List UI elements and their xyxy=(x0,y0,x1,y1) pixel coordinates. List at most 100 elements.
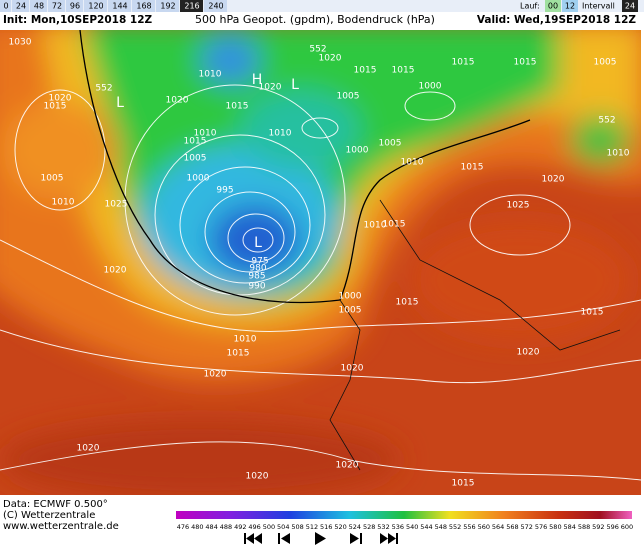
color-scale-label: 556 xyxy=(463,523,475,531)
isobar-label: 1015 xyxy=(354,66,377,76)
isobar-label: 985 xyxy=(248,272,265,282)
step-button[interactable] xyxy=(204,0,227,12)
step-button[interactable] xyxy=(48,0,65,12)
step-text[interactable]: 0 xyxy=(3,2,8,11)
step-button[interactable] xyxy=(132,0,155,12)
isobar-label: 552 xyxy=(598,116,615,126)
map-title: 500 hPa Geopot. (gpdm), Bodendruck (hPa) xyxy=(195,13,435,26)
color-scale-label: 484 xyxy=(205,523,217,531)
nav-first[interactable] xyxy=(244,533,262,544)
isobar-label: 990 xyxy=(248,282,265,292)
step-button[interactable] xyxy=(108,0,131,12)
nav-prev[interactable] xyxy=(278,533,290,544)
isobar-label: 1010 xyxy=(364,221,387,231)
isobar-label: 1020 xyxy=(319,54,342,64)
step-text[interactable]: 216 xyxy=(184,2,199,11)
isobar-label: 1015 xyxy=(581,308,604,318)
pressure-center: L xyxy=(291,77,299,93)
map: 1030 1010 552 1020 1015 1015 1015 1015 1005 1020 1… xyxy=(0,30,641,495)
isobar-label: 1000 xyxy=(346,146,369,156)
run-button[interactable] xyxy=(545,0,561,12)
color-scale-label: 564 xyxy=(492,523,504,531)
isobar-label: 1020 xyxy=(336,461,359,471)
run-text[interactable]: 12 xyxy=(565,2,575,11)
isobar-label: 552 xyxy=(95,84,112,94)
color-scale-label: 492 xyxy=(234,523,246,531)
color-scale-label: 532 xyxy=(377,523,389,531)
isobar-label: 1020 xyxy=(166,96,189,106)
isobar-label: 1015 xyxy=(396,298,419,308)
color-scale-label: 520 xyxy=(334,523,346,531)
interval-label: Intervall xyxy=(582,2,615,11)
step-text[interactable]: 168 xyxy=(136,2,151,11)
interval-button[interactable] xyxy=(622,0,638,12)
step-text[interactable]: 96 xyxy=(70,2,80,11)
step-text[interactable]: 120 xyxy=(88,2,103,11)
step-button[interactable] xyxy=(12,0,29,12)
isobar-label: 1015 xyxy=(227,349,250,359)
color-scale-label: 544 xyxy=(420,523,432,531)
color-scale-label: 568 xyxy=(506,523,518,531)
isobar-label: 1010 xyxy=(234,335,257,345)
isobar-label: 1010 xyxy=(269,129,292,139)
isobar-label: 1005 xyxy=(379,139,402,149)
run-button[interactable] xyxy=(562,0,578,12)
step-button[interactable] xyxy=(30,0,47,12)
color-scale-label: 600 xyxy=(621,523,633,531)
color-scale-label: 580 xyxy=(549,523,561,531)
step-text[interactable]: 72 xyxy=(52,2,62,11)
isobar-label: 1030 xyxy=(9,38,32,48)
color-scale-label: 552 xyxy=(449,523,461,531)
pressure-center: H xyxy=(252,72,263,88)
isobar-label: 1010 xyxy=(401,158,424,168)
color-scale-label: 512 xyxy=(306,523,318,531)
isobar-label: 975 xyxy=(251,257,268,267)
isobar-label: 1015 xyxy=(461,163,484,173)
step-text[interactable]: 48 xyxy=(34,2,44,11)
nav-buttons[interactable] xyxy=(244,532,398,545)
step-button[interactable] xyxy=(66,0,83,12)
nav-last[interactable] xyxy=(380,533,398,544)
color-scale-label: 488 xyxy=(220,523,232,531)
isobar-label: 1005 xyxy=(339,306,362,316)
isobar-label: 1020 xyxy=(259,83,282,93)
step-button[interactable] xyxy=(180,0,203,12)
isobar-label: 1005 xyxy=(337,92,360,102)
color-scale-label: 548 xyxy=(435,523,447,531)
color-scale-label: 504 xyxy=(277,523,289,531)
step-button[interactable] xyxy=(156,0,179,12)
isobar-label: 1015 xyxy=(383,220,406,230)
nav-play[interactable] xyxy=(315,532,326,545)
isobar-label: 1015 xyxy=(514,58,537,68)
color-scale-label: 496 xyxy=(248,523,260,531)
nav-next[interactable] xyxy=(350,533,362,544)
step-text[interactable]: 144 xyxy=(112,2,127,11)
isobar-label: 1015 xyxy=(44,102,67,112)
run-label: Lauf: xyxy=(520,2,540,11)
color-scale-label: 560 xyxy=(478,523,490,531)
isobar-label: 1005 xyxy=(594,58,617,68)
valid-time: Valid: Wed,19SEP2018 12Z xyxy=(477,14,637,26)
step-text[interactable]: 240 xyxy=(208,2,223,11)
color-scale-label: 528 xyxy=(363,523,375,531)
interval-text[interactable]: 24 xyxy=(625,2,635,11)
step-button[interactable] xyxy=(84,0,107,12)
isobar-label: 1020 xyxy=(246,472,269,482)
isobar-label: 980 xyxy=(249,264,266,274)
step-button[interactable] xyxy=(0,0,11,12)
isobar-label: 1010 xyxy=(194,129,217,139)
isobar-label: 1010 xyxy=(607,149,630,159)
color-scale-label: 596 xyxy=(606,523,618,531)
color-scale-label: 588 xyxy=(578,523,590,531)
step-text[interactable]: 192 xyxy=(160,2,175,11)
run-text[interactable]: 00 xyxy=(548,2,558,11)
color-scale-bar xyxy=(176,511,632,519)
step-text[interactable]: 24 xyxy=(16,2,26,11)
isobar-label: 1020 xyxy=(542,175,565,185)
isobar-label: 1010 xyxy=(52,198,75,208)
isobar-label: 1005 xyxy=(184,154,207,164)
color-scale-label: 508 xyxy=(291,523,303,531)
color-scale-label: 476 xyxy=(177,523,189,531)
